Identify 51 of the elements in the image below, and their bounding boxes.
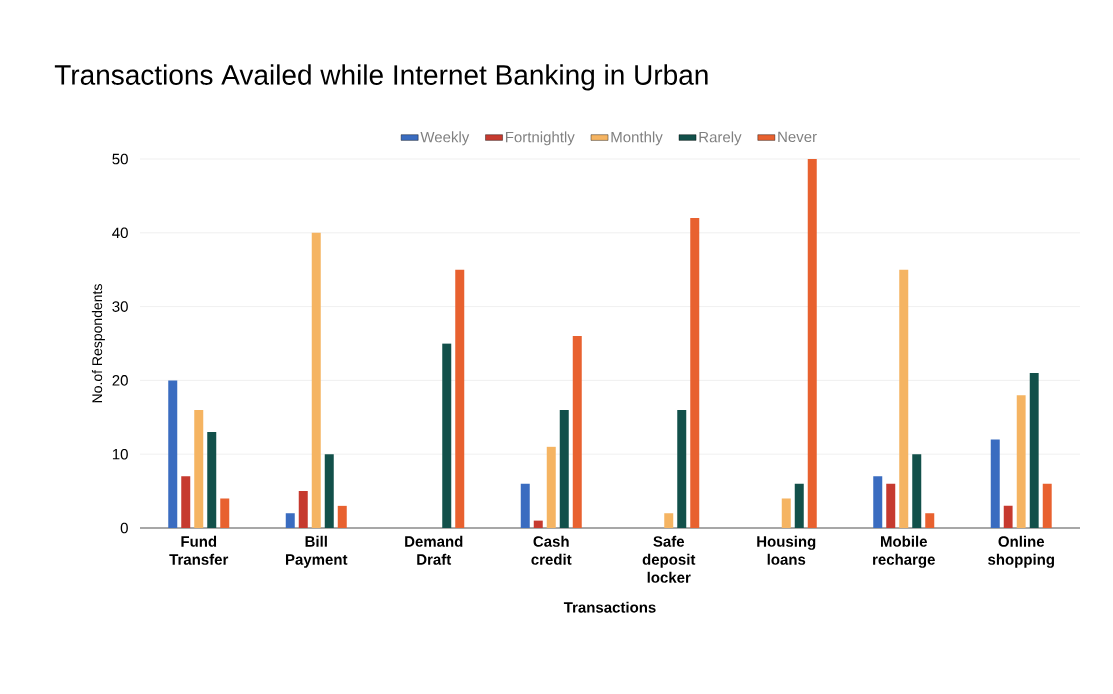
legend-label: Rarely <box>699 131 742 146</box>
y-tick-label: 50 <box>112 153 128 165</box>
bar <box>990 439 1000 528</box>
bar <box>781 498 791 528</box>
bar <box>220 498 230 528</box>
bar <box>194 409 204 528</box>
y-tick-label: 10 <box>112 448 128 460</box>
y-tick-label: 0 <box>120 522 128 534</box>
bar <box>664 513 674 528</box>
legend-label: Fortnightly <box>505 131 575 146</box>
x-axis-title: Transactions <box>563 601 656 613</box>
bar <box>337 505 347 528</box>
bar <box>794 483 804 528</box>
x-tick-label: Bill Payment <box>285 535 348 568</box>
bar <box>455 269 465 528</box>
x-tick-label: Demand Draft <box>405 535 463 565</box>
bar <box>677 409 687 528</box>
bar <box>207 432 217 528</box>
bar <box>807 159 817 528</box>
x-tick-label: Cash credit <box>531 535 572 565</box>
x-tick-label: Online shopping <box>988 535 1054 568</box>
y-tick-label: 20 <box>112 375 128 386</box>
bar <box>298 491 308 528</box>
bar <box>533 520 543 528</box>
bar <box>181 476 191 528</box>
bar <box>925 513 935 528</box>
bar <box>899 269 909 528</box>
bar <box>285 513 295 528</box>
bar <box>546 446 556 528</box>
x-tick-label: Mobile recharge <box>873 535 935 568</box>
x-tick-label: Housing loans <box>757 535 816 565</box>
y-axis-title: No.of Respondents <box>91 284 105 403</box>
bar <box>873 476 883 528</box>
x-tick-label: Safe deposit locker <box>642 535 696 583</box>
bar <box>442 343 452 528</box>
y-tick-label: 30 <box>112 301 128 312</box>
legend-label: Never <box>778 131 817 143</box>
bar <box>324 454 334 528</box>
x-tick-label: Fund Transfer <box>169 535 229 565</box>
chart-title: Transactions Availed while Internet Banking in Urban <box>54 64 708 91</box>
y-tick-label: 40 <box>112 227 128 239</box>
bar <box>559 409 569 528</box>
legend-label: Weekly <box>420 131 470 146</box>
bar <box>572 336 582 528</box>
legend-label: Monthly <box>611 131 663 146</box>
bar <box>311 232 321 528</box>
bar <box>520 483 530 528</box>
bar <box>886 483 896 528</box>
bar <box>168 380 178 528</box>
bar <box>912 454 922 528</box>
bar <box>690 218 700 528</box>
